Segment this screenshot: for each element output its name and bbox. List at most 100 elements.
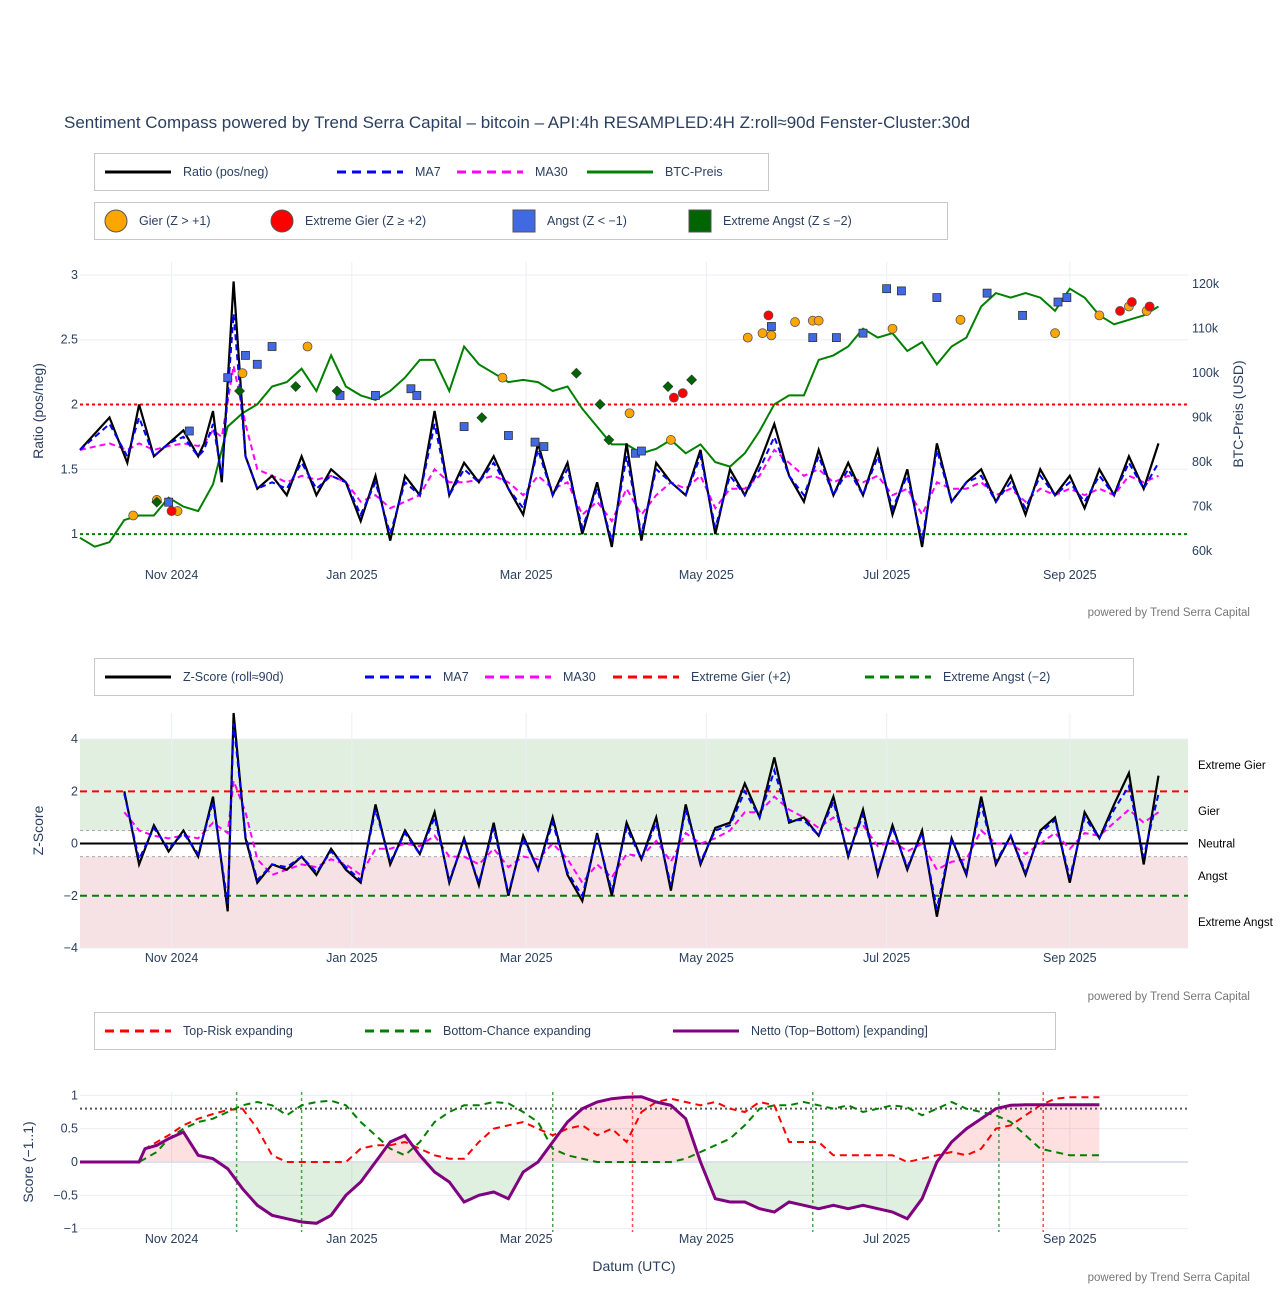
score-ylabel: Score (−1..1) (20, 1121, 36, 1202)
legend-item[interactable]: MA30 (483, 659, 596, 695)
legend-line-icon (337, 170, 403, 174)
btc-ytick-3: 90k (1192, 411, 1213, 425)
ratio-ytick-3: 2.5 (61, 333, 78, 347)
zscore-ma7-line (123, 723, 1160, 910)
legend-item[interactable]: Extreme Gier (+2) (611, 659, 791, 695)
legend-marker-icon (688, 209, 712, 233)
marker-angst (412, 391, 422, 400)
bottom-chance-line (80, 1099, 1100, 1163)
legend-item[interactable]: Bottom-Chance expanding (363, 1013, 591, 1049)
btc-ylabel: BTC-Preis (USD) (1230, 360, 1246, 467)
legend-lines-zscore: Z-Score (roll≈90d) MA7 MA30 Extreme Gier (+… (94, 658, 1134, 696)
marker-gier (624, 408, 635, 419)
legend-line-icon (673, 1029, 739, 1033)
marker-angst (882, 284, 892, 294)
legend-item[interactable]: Extreme Gier (Z ≥ +2) (269, 203, 426, 239)
credit-score-panel: powered by Trend Serra Capital (1087, 1272, 1250, 1284)
marker-angst (636, 446, 646, 456)
marker-angst (1018, 310, 1027, 320)
marker-angst (164, 497, 174, 507)
ratio-ytick-0: 1 (71, 527, 78, 541)
btc-ytick-1: 70k (1192, 500, 1213, 514)
zscore-ytick-0: −4 (64, 941, 78, 955)
legend-item[interactable]: Top-Risk expanding (103, 1013, 293, 1049)
score-xtick-3: May 2025 (679, 1232, 734, 1246)
netto-negative-area (80, 1162, 1100, 1224)
legend-line-icon (365, 1029, 431, 1033)
legend-item[interactable]: Extreme Angst (−2) (863, 659, 1050, 695)
marker-extreme-angst (570, 367, 582, 379)
score-ytick-3: 0.5 (61, 1122, 78, 1136)
marker-gier (757, 328, 768, 339)
legend-markers: Gier (Z > +1) Extreme Gier (Z ≥ +2) Angst … (94, 202, 948, 240)
ratio-xtick-4: Jul 2025 (863, 568, 910, 582)
marker-angst (223, 373, 233, 383)
legend-label: Extreme Gier (Z ≥ +2) (305, 214, 427, 228)
zscore-xtick-3: May 2025 (679, 951, 734, 965)
score-ytick-4: 1 (71, 1088, 78, 1102)
marker-extreme-angst (290, 381, 302, 392)
legend-item[interactable]: Gier (Z > +1) (103, 203, 211, 239)
marker-angst (1053, 297, 1063, 307)
zscore-xtick-5: Sep 2025 (1043, 951, 1097, 965)
credit-ratio-panel: powered by Trend Serra Capital (1087, 607, 1250, 619)
legend-line-icon (105, 675, 171, 679)
score-xlabel: Datum (UTC) (592, 1258, 675, 1274)
zone-gier (80, 739, 1188, 831)
ratio-ma7-line (79, 313, 1160, 541)
ratio-ytick-4: 3 (71, 268, 78, 282)
chart-title: Sentiment Compass powered by Trend Serra… (64, 113, 971, 132)
marker-gier (1050, 328, 1060, 339)
marker-extreme-angst (686, 374, 698, 386)
marker-extreme-gier (1144, 301, 1155, 312)
zscore-ytick-1: −2 (64, 889, 78, 903)
legend-label: Netto (Top−Bottom) [expanding] (751, 1024, 928, 1038)
marker-extreme-angst (234, 385, 245, 397)
score-xtick-5: Sep 2025 (1043, 1232, 1097, 1246)
marker-gier (666, 435, 676, 445)
credit-zscore-panel: powered by Trend Serra Capital (1087, 991, 1250, 1003)
btc-ytick-6: 120k (1192, 277, 1220, 291)
marker-angst (766, 322, 776, 331)
ratio-ytick-1: 1.5 (61, 462, 78, 476)
legend-item[interactable]: Z-Score (roll≈90d) (103, 659, 284, 695)
legend-line-icon (587, 170, 653, 174)
legend-item[interactable]: Extreme Angst (Z ≤ −2) (687, 203, 852, 239)
zone-label-3: Angst (1198, 871, 1228, 883)
legend-lines-ratio: Ratio (pos/neg) MA7 MA30 BTC-Preis (94, 153, 769, 191)
marker-extreme-gier (166, 506, 177, 516)
legend-label: Extreme Angst (−2) (943, 670, 1051, 684)
legend-marker-icon (270, 209, 294, 233)
legend-lines-score: Top-Risk expanding Bottom-Chance expandin… (94, 1012, 1056, 1050)
marker-gier (128, 510, 139, 521)
zone-label-1: Gier (1198, 806, 1220, 818)
ratio-xtick-5: Sep 2025 (1043, 568, 1097, 582)
marker-angst (1062, 293, 1072, 302)
legend-item[interactable]: Ratio (pos/neg) (103, 154, 268, 190)
legend-line-icon (105, 170, 171, 174)
legend-item[interactable]: MA7 (335, 154, 441, 190)
marker-gier (302, 341, 313, 352)
ratio-xtick-2: Mar 2025 (500, 568, 553, 582)
marker-angst (932, 293, 942, 302)
marker-angst (982, 288, 992, 298)
legend-item[interactable]: BTC-Preis (585, 154, 723, 190)
marker-gier (237, 368, 248, 379)
legend-line-icon (485, 675, 551, 679)
zone-label-0: Extreme Gier (1198, 760, 1266, 772)
marker-extreme-angst (662, 381, 674, 392)
marker-angst (504, 431, 513, 440)
marker-gier (813, 315, 824, 326)
legend-line-icon (457, 170, 523, 174)
marker-extreme-gier (1115, 306, 1125, 316)
legend-label: Bottom-Chance expanding (443, 1024, 592, 1038)
marker-extreme-angst (331, 385, 343, 397)
legend-item[interactable]: MA30 (455, 154, 568, 190)
legend-item[interactable]: Angst (Z < −1) (511, 203, 627, 239)
btc-ytick-2: 80k (1192, 455, 1213, 469)
score-xtick-4: Jul 2025 (863, 1232, 910, 1246)
marker-angst (252, 359, 262, 369)
top-risk-line (80, 1096, 1100, 1164)
legend-item[interactable]: MA7 (363, 659, 469, 695)
legend-item[interactable]: Netto (Top−Bottom) [expanding] (671, 1013, 928, 1049)
